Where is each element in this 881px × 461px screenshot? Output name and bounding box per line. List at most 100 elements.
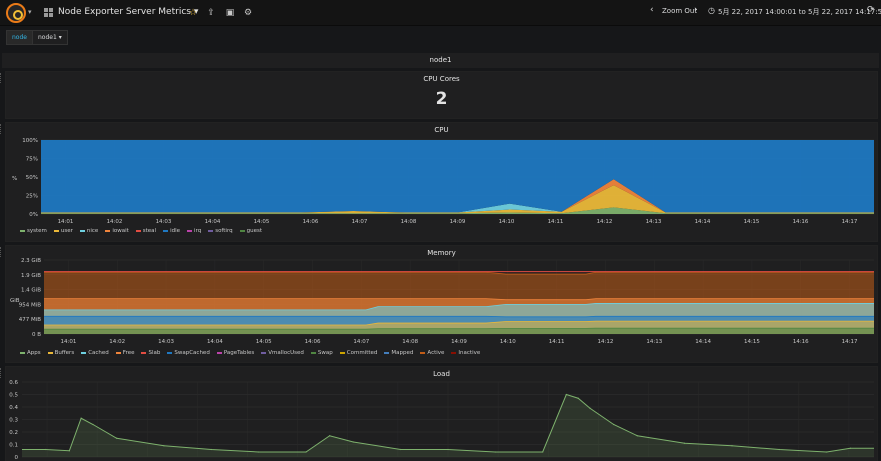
legend-label: steal <box>142 228 157 234</box>
legend-item-buffers[interactable]: Buffers <box>47 350 74 356</box>
legend-label: Inactive <box>458 350 481 356</box>
x-tick-label: 14:03 <box>156 219 172 225</box>
load-point <box>116 437 118 439</box>
legend-item-idle[interactable]: idle <box>163 228 180 234</box>
drag-handle[interactable] <box>0 368 2 378</box>
load-panel: Load 0 0.1 0.2 0.3 0.4 0.5 0.6 <box>5 366 878 461</box>
legend-label: VmallocUsed <box>268 350 304 356</box>
legend-item-pagetables[interactable]: PageTables <box>216 350 254 356</box>
time-forward-button[interactable]: › <box>694 5 698 15</box>
panel-title[interactable]: CPU <box>434 126 449 134</box>
legend-label: SwapCached <box>174 350 210 356</box>
dashboard-title-label: Node Exporter Server Metrics <box>58 7 191 17</box>
singlestat-value: 2 <box>435 89 448 109</box>
x-tick-label: 14:01 <box>58 219 74 225</box>
legend-item-user[interactable]: user <box>53 228 73 234</box>
x-tick-label: 14:16 <box>793 219 809 225</box>
legend-swatch <box>239 230 245 232</box>
load-point <box>447 448 449 451</box>
memory-line <box>44 327 874 330</box>
load-area <box>22 394 874 457</box>
legend-swatch <box>20 230 25 232</box>
x-tick-label: 14:09 <box>451 339 467 345</box>
settings-gear-icon[interactable]: ⚙ <box>243 8 253 18</box>
load-point <box>80 417 82 419</box>
variable-select-node[interactable]: node1 ▾ <box>32 30 68 45</box>
legend-swatch <box>53 230 59 232</box>
refresh-icon[interactable]: ⟳ <box>867 5 875 15</box>
drag-handle[interactable] <box>0 247 2 257</box>
legend-swatch <box>105 230 111 232</box>
load-point <box>684 442 686 444</box>
x-tick-label: 14:16 <box>793 339 809 345</box>
x-tick-label: 14:15 <box>744 339 760 345</box>
x-tick-label: 14:12 <box>597 219 613 225</box>
panel-title[interactable]: CPU Cores <box>423 75 460 83</box>
y-tick-label: 0 <box>15 455 19 461</box>
memory-area <box>44 328 874 334</box>
memory-line <box>44 303 874 311</box>
legend-item-nice[interactable]: nice <box>79 228 98 234</box>
x-tick-label: 14:13 <box>646 339 662 345</box>
x-tick-label: 14:17 <box>842 339 858 345</box>
legend-item-swap[interactable]: Swap <box>310 350 333 356</box>
x-tick-label: 14:13 <box>646 219 662 225</box>
cpu-chart[interactable]: 0% 25% 50% 75% 100% 14:01 14:02 14:03 14:04 14:05… <box>6 123 879 243</box>
memory-line <box>44 298 874 301</box>
time-range-picker[interactable]: 5月 22, 2017 14:00:01 to 5月 22, 2017 14:1… <box>718 8 881 16</box>
legend-item-apps[interactable]: Apps <box>20 350 41 356</box>
row-header[interactable]: node1 <box>2 53 879 68</box>
memory-panel: Memory 0 B 477 MiB 954 MiB 1.4 GiB 1.9 GiB 2.… <box>5 245 878 363</box>
legend-item-mapped[interactable]: Mapped <box>384 350 413 356</box>
load-point <box>542 451 544 453</box>
time-back-button[interactable]: ‹ <box>650 5 654 15</box>
legend-swatch <box>451 352 457 354</box>
grafana-logo-icon[interactable] <box>6 3 26 23</box>
save-icon[interactable]: ▣ <box>225 8 235 18</box>
load-point <box>305 451 307 453</box>
legend-item-softirq[interactable]: softirq <box>208 228 233 234</box>
dashboard-title[interactable]: Node Exporter Server Metrics ▾ <box>58 7 198 17</box>
drag-handle[interactable] <box>0 73 2 83</box>
zoom-out-button[interactable]: Zoom Out <box>662 7 698 15</box>
load-chart[interactable]: 0 0.1 0.2 0.3 0.4 0.5 0.6 <box>6 367 879 461</box>
panel-title[interactable]: Load <box>433 370 450 378</box>
legend-item-steal[interactable]: steal <box>135 228 157 234</box>
x-tick-label: 14:05 <box>254 219 270 225</box>
share-icon[interactable]: ⇪ <box>207 8 215 18</box>
legend-swatch <box>216 352 222 354</box>
legend-swatch <box>20 352 25 354</box>
legend-item-iowait[interactable]: iowait <box>105 228 129 234</box>
x-tick-label: 14:14 <box>695 219 711 225</box>
legend-item-irq[interactable]: irq <box>187 228 201 234</box>
legend-item-vmallocused[interactable]: VmallocUsed <box>261 350 304 356</box>
legend-item-inactive[interactable]: Inactive <box>451 350 480 356</box>
x-tick-label: 14:01 <box>60 339 76 345</box>
y-axis-label: GiB <box>10 298 20 304</box>
panel-title[interactable]: Memory <box>427 249 456 257</box>
x-tick-label: 14:14 <box>695 339 711 345</box>
star-icon[interactable]: ☆ <box>188 8 198 18</box>
dashboard-grid-icon <box>44 8 54 18</box>
legend-label: Active <box>427 350 445 356</box>
legend-item-slab[interactable]: Slab <box>141 350 160 356</box>
y-tick-label: 0.1 <box>9 443 18 449</box>
legend-item-free[interactable]: Free <box>115 350 134 356</box>
y-tick-label: 954 MiB <box>19 302 42 308</box>
legend-item-cached[interactable]: Cached <box>81 350 109 356</box>
load-point <box>577 397 579 399</box>
legend-item-guest[interactable]: guest <box>239 228 262 234</box>
memory-chart[interactable]: 0 B 477 MiB 954 MiB 1.4 GiB 1.9 GiB 2.3 GiB 14… <box>6 246 879 364</box>
legend-item-committed[interactable]: Committed <box>339 350 377 356</box>
legend-item-active[interactable]: Active <box>420 350 444 356</box>
load-point <box>494 451 496 453</box>
chevron-down-icon[interactable]: ▾ <box>28 8 32 16</box>
x-tick-label: 14:06 <box>305 339 321 345</box>
x-tick-label: 14:05 <box>256 339 272 345</box>
drag-handle[interactable] <box>0 124 2 134</box>
legend-swatch <box>339 352 345 354</box>
y-tick-label: 2.3 GiB <box>21 258 41 264</box>
legend-item-swapcached[interactable]: SwapCached <box>167 350 210 356</box>
y-tick-label: 0.2 <box>9 430 18 436</box>
legend-item-system[interactable]: system <box>20 228 47 234</box>
